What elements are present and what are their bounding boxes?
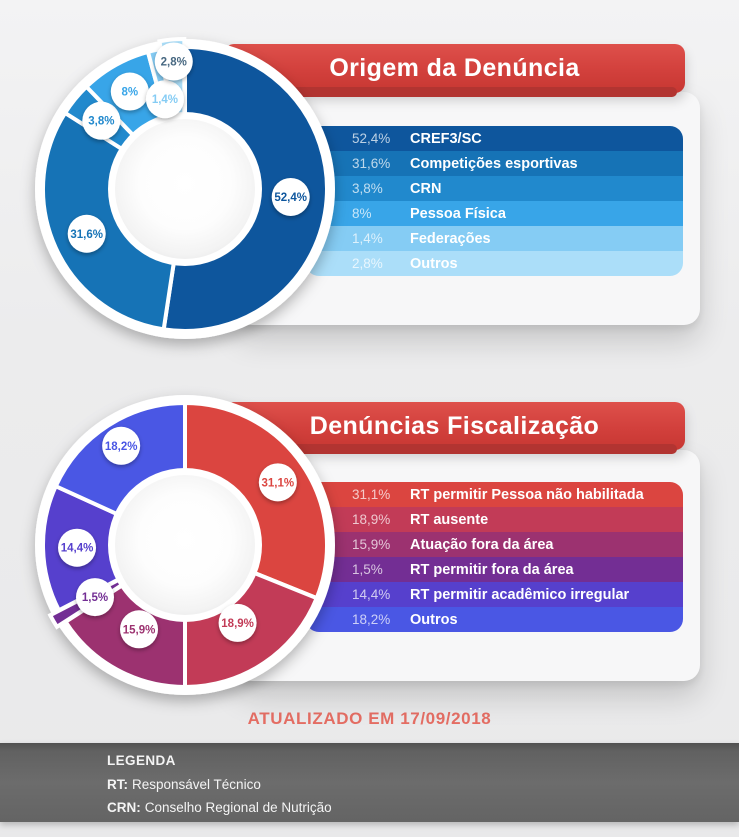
legend-row: 18,9% RT ausente — [306, 507, 683, 532]
legend-percent: 18,2% — [352, 612, 391, 627]
slice-percent-text: 31,1% — [262, 477, 295, 489]
legend-row: 14,4% RT permitir acadêmico irregular — [306, 582, 683, 607]
legend-heading: LEGENDA — [107, 753, 176, 768]
legend-percent: 31,6% — [352, 156, 391, 171]
legend-label: CRN — [410, 180, 442, 197]
slice-percent-text: 31,6% — [70, 229, 103, 241]
legend-percent: 15,9% — [352, 537, 391, 552]
legend-row: 2,8% Outros — [306, 251, 683, 276]
legend-label: Federações — [410, 230, 491, 247]
slice-percent-text: 52,4% — [274, 192, 307, 204]
slice-percent-bubble: 1,5% — [75, 578, 114, 617]
legend-label: Outros — [410, 255, 458, 272]
fiscalizacao-legend: 31,1% RT permitir Pessoa não habilitada 18… — [306, 482, 683, 632]
origem-donut-chart: 52,4% 31,6% 3,8% 8% 1,4% 2,8% — [13, 17, 357, 361]
legend-label: CREF3/SC — [410, 130, 482, 147]
fiscalizacao-donut-chart: 31,1% 18,9% 15,9% 1,5% 14,4% 18,2% — [13, 373, 357, 717]
slice-percent-bubble: 31,1% — [258, 463, 297, 502]
donut-hole — [115, 119, 255, 259]
legend-percent: 2,8% — [352, 256, 383, 271]
legend-meaning-crn: Conselho Regional de Nutrição — [144, 800, 332, 815]
slice-percent-text: 18,2% — [105, 441, 138, 453]
slice-percent-bubble: 18,9% — [218, 603, 257, 642]
fiscalizacao-title-banner: Denúncias Fiscalização — [224, 402, 685, 454]
legend-row: 15,9% Atuação fora da área — [306, 532, 683, 557]
donut-hole — [115, 475, 255, 615]
legend-row: 31,1% RT permitir Pessoa não habilitada — [306, 482, 683, 507]
legend-label: Atuação fora da área — [410, 536, 554, 553]
legend-row: 1,5% RT permitir fora da área — [306, 557, 683, 582]
slice-percent-bubble: 52,4% — [271, 177, 310, 216]
legend-entry-crn: CRN: Conselho Regional de Nutrição — [107, 800, 332, 815]
legend-percent: 1,5% — [352, 562, 383, 577]
legend-row: 8% Pessoa Física — [306, 201, 683, 226]
legend-row: 1,4% Federações — [306, 226, 683, 251]
legend-percent: 1,4% — [352, 231, 383, 246]
legend-label: RT ausente — [410, 511, 489, 528]
legend-percent: 3,8% — [352, 181, 383, 196]
legend-row: 3,8% CRN — [306, 176, 683, 201]
legend-row: 31,6% Competições esportivas — [306, 151, 683, 176]
slice-percent-text: 3,8% — [88, 116, 114, 128]
legend-label: Pessoa Física — [410, 205, 506, 222]
slice-percent-bubble: 15,9% — [120, 610, 159, 649]
legend-meaning-rt: Responsável Técnico — [132, 777, 261, 792]
legend-label: RT permitir Pessoa não habilitada — [410, 486, 644, 503]
legend-percent: 18,9% — [352, 512, 391, 527]
abbreviation-legend-bar: LEGENDA RT: Responsável Técnico CRN: Conse… — [0, 743, 739, 822]
slice-percent-text: 15,9% — [123, 624, 156, 636]
slice-percent-bubble: 14,4% — [58, 528, 97, 567]
legend-entry-rt: RT: Responsável Técnico — [107, 777, 261, 792]
slice-percent-bubble: 8% — [110, 72, 149, 111]
legend-row: 18,2% Outros — [306, 607, 683, 632]
legend-label: RT permitir acadêmico irregular — [410, 586, 630, 603]
slice-percent-bubble: 1,4% — [145, 80, 184, 119]
slice-percent-text: 1,4% — [152, 94, 178, 106]
slice-percent-text: 18,9% — [221, 618, 254, 630]
slice-percent-text: 14,4% — [61, 543, 94, 555]
origem-title: Origem da Denúncia — [329, 54, 580, 82]
slice-percent-bubble: 3,8% — [82, 101, 121, 140]
origem-legend: 52,4% CREF3/SC 31,6% Competições esportivas… — [306, 126, 683, 276]
updated-date: ATUALIZADO EM 17/09/2018 — [247, 709, 492, 728]
legend-abbr-crn: CRN: — [107, 800, 141, 815]
fiscalizacao-title: Denúncias Fiscalização — [309, 412, 600, 440]
slice-percent-text: 8% — [121, 87, 138, 99]
legend-label: Competições esportivas — [410, 155, 578, 172]
legend-label: RT permitir fora da área — [410, 561, 574, 578]
slice-percent-text: 2,8% — [161, 56, 187, 68]
slice-percent-bubble: 2,8% — [154, 42, 193, 81]
legend-percent: 14,4% — [352, 587, 391, 602]
origem-title-banner: Origem da Denúncia — [224, 44, 685, 97]
slice-percent-text: 1,5% — [82, 592, 108, 604]
legend-abbr-rt: RT: — [107, 777, 128, 792]
legend-label: Outros — [410, 611, 458, 628]
legend-percent: 31,1% — [352, 487, 391, 502]
slice-percent-bubble: 18,2% — [102, 426, 141, 465]
legend-percent: 52,4% — [352, 131, 391, 146]
slice-percent-bubble: 31,6% — [67, 214, 106, 253]
legend-percent: 8% — [352, 206, 372, 221]
legend-row: 52,4% CREF3/SC — [306, 126, 683, 151]
